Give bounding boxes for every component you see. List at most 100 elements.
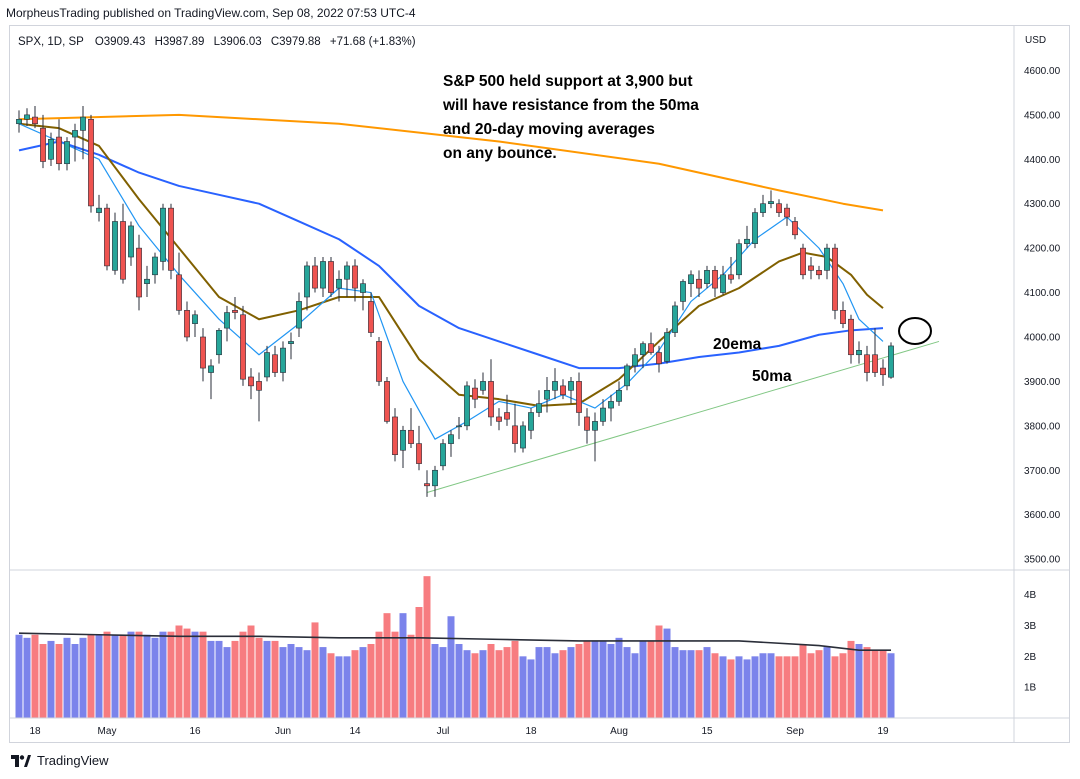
- candle-body: [544, 389, 550, 400]
- candle-body: [56, 136, 62, 165]
- price-tick-label: 3900.00: [1024, 377, 1061, 388]
- volume-bar: [727, 659, 735, 718]
- candle-body: [384, 381, 390, 422]
- candle: [184, 301, 190, 342]
- tradingview-footer[interactable]: TradingView: [11, 753, 109, 768]
- volume-bar: [639, 640, 647, 718]
- candle-body: [136, 247, 142, 298]
- candle: [296, 292, 302, 337]
- candle: [224, 305, 230, 342]
- candle: [472, 379, 478, 409]
- candle-body: [336, 278, 342, 289]
- volume-bar: [247, 625, 255, 718]
- candle: [616, 381, 622, 406]
- candle-body: [560, 385, 566, 396]
- candle: [168, 203, 174, 280]
- candle-body: [656, 352, 662, 364]
- candle: [528, 408, 534, 440]
- candle: [200, 328, 206, 382]
- volume-bar: [823, 647, 831, 718]
- candle-body: [184, 310, 190, 338]
- candle: [880, 359, 886, 386]
- candle-body: [768, 201, 774, 205]
- candle: [792, 217, 798, 240]
- candle-body: [616, 389, 622, 402]
- price-tick-label: 4200.00: [1024, 244, 1061, 255]
- candle-body: [520, 425, 526, 449]
- candle-body: [848, 318, 854, 356]
- volume-bar: [231, 640, 239, 718]
- candle: [416, 425, 422, 471]
- candle: [768, 190, 774, 209]
- moving-averages: [18, 113, 884, 440]
- candle: [384, 376, 390, 424]
- price-chart[interactable]: 3500.00 3600.00 3700.00 3800.00 3900.00 4000.…: [10, 26, 1069, 742]
- candle-body: [856, 350, 862, 356]
- candle-body: [368, 301, 374, 333]
- volume-bar: [775, 656, 783, 718]
- volume-bar: [391, 631, 399, 718]
- candle: [800, 243, 806, 280]
- volume-bar: [439, 647, 447, 718]
- candle-body: [880, 367, 886, 376]
- volume-bar: [239, 631, 247, 718]
- volume-bar: [23, 637, 31, 718]
- ohlc-legend: SPX, 1D, SP O3909.43 H3987.89 L3906.03 C…: [18, 36, 416, 48]
- highlight-ellipse: [898, 317, 932, 345]
- volume-bar: [455, 644, 463, 718]
- volume-bar: [551, 653, 559, 718]
- candle: [784, 203, 790, 226]
- legend-high: H3987.89: [155, 36, 205, 48]
- volume-bar: [815, 650, 823, 718]
- candle-body: [96, 207, 102, 213]
- candle-body: [48, 138, 54, 160]
- candle-body: [304, 265, 310, 298]
- candle: [344, 261, 350, 297]
- volume-bar: [31, 634, 39, 718]
- candle: [176, 252, 182, 315]
- volume-bar: [87, 634, 95, 718]
- candle: [656, 345, 662, 373]
- candle: [56, 119, 62, 171]
- candle-body: [736, 243, 742, 276]
- support-trendline: [426, 340, 940, 493]
- volume-bar: [319, 647, 327, 718]
- annotation-line-3: and 20-day moving averages: [443, 121, 655, 138]
- candle: [512, 403, 518, 453]
- price-tick-label: 3800.00: [1024, 421, 1061, 432]
- candle-body: [232, 310, 238, 313]
- candle-body: [696, 278, 702, 289]
- candle: [312, 257, 318, 293]
- candle: [144, 265, 150, 297]
- candle: [264, 345, 270, 382]
- candle: [112, 212, 118, 275]
- candle-body: [128, 225, 134, 258]
- candle: [824, 243, 830, 280]
- candle-body: [744, 238, 750, 244]
- candle-body: [216, 330, 222, 356]
- volume-bar: [167, 631, 175, 718]
- price-tick-label: 3500.00: [1024, 555, 1061, 566]
- volume-bar: [271, 640, 279, 718]
- volume-bar: [335, 656, 343, 718]
- candle: [40, 114, 46, 169]
- volume-bar: [623, 647, 631, 718]
- volume-bar: [71, 644, 79, 718]
- candle: [88, 114, 94, 213]
- candle: [320, 257, 326, 297]
- annotations: S&P 500 held support at 3,900 but will h…: [442, 73, 932, 385]
- volume-bar: [599, 640, 607, 718]
- volume-bar: [535, 647, 543, 718]
- candle-body: [416, 443, 422, 464]
- volume-average-line: [18, 632, 891, 651]
- volume-bar: [55, 644, 63, 718]
- annotation-line-1: S&P 500 held support at 3,900 but: [443, 73, 693, 90]
- candle: [720, 265, 726, 295]
- volume-bar: [807, 653, 815, 718]
- volume-bar: [215, 640, 223, 718]
- candle-body: [208, 365, 214, 373]
- candle: [360, 279, 366, 311]
- volume-bar: [15, 634, 23, 718]
- candle-body: [152, 256, 158, 276]
- volume-bar: [471, 653, 479, 718]
